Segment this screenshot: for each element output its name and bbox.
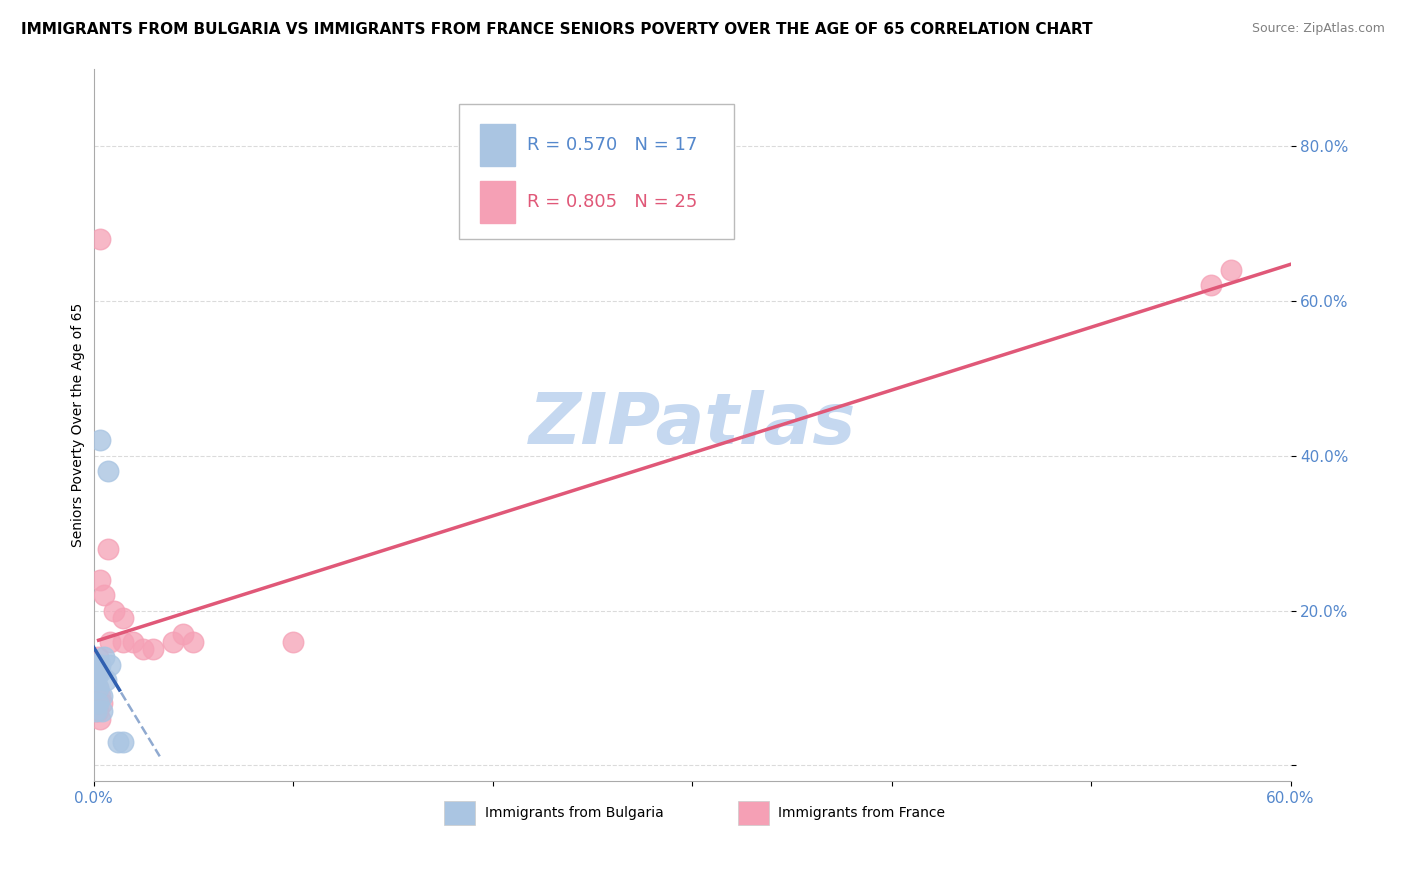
Point xyxy=(84,704,107,718)
Point xyxy=(107,735,129,749)
Text: Immigrants from Bulgaria: Immigrants from Bulgaria xyxy=(485,806,664,820)
Point xyxy=(112,735,135,749)
FancyBboxPatch shape xyxy=(481,181,515,223)
Text: R = 0.805   N = 25: R = 0.805 N = 25 xyxy=(527,193,697,211)
Point xyxy=(183,634,205,648)
Point xyxy=(89,689,111,703)
Y-axis label: Seniors Poverty Over the Age of 65: Seniors Poverty Over the Age of 65 xyxy=(72,302,86,547)
FancyBboxPatch shape xyxy=(458,104,734,239)
Point xyxy=(89,665,111,680)
Point xyxy=(103,603,125,617)
Point xyxy=(86,681,108,695)
Point xyxy=(96,541,118,556)
Point xyxy=(89,433,111,447)
Point xyxy=(90,704,112,718)
Point xyxy=(1219,263,1241,277)
Point xyxy=(98,657,121,672)
Point xyxy=(84,665,107,680)
Point xyxy=(86,681,108,695)
Point xyxy=(90,689,112,703)
Point xyxy=(86,650,108,665)
Point xyxy=(89,573,111,587)
Point xyxy=(94,673,117,688)
FancyBboxPatch shape xyxy=(481,124,515,166)
Text: IMMIGRANTS FROM BULGARIA VS IMMIGRANTS FROM FRANCE SENIORS POVERTY OVER THE AGE : IMMIGRANTS FROM BULGARIA VS IMMIGRANTS F… xyxy=(21,22,1092,37)
Text: Source: ZipAtlas.com: Source: ZipAtlas.com xyxy=(1251,22,1385,36)
Point xyxy=(172,627,194,641)
Point xyxy=(89,657,111,672)
Point xyxy=(142,642,165,657)
Point xyxy=(281,634,304,648)
Point xyxy=(86,665,108,680)
Point xyxy=(132,642,155,657)
Point xyxy=(98,634,121,648)
Point xyxy=(93,650,115,665)
Point xyxy=(1199,278,1222,293)
Point xyxy=(112,634,135,648)
Point xyxy=(86,657,108,672)
Point xyxy=(89,232,111,246)
FancyBboxPatch shape xyxy=(444,801,475,825)
Point xyxy=(86,697,108,711)
Point xyxy=(96,464,118,478)
Point xyxy=(84,673,107,688)
Point xyxy=(89,712,111,726)
Point xyxy=(122,634,145,648)
Point xyxy=(112,611,135,625)
FancyBboxPatch shape xyxy=(738,801,769,825)
Point xyxy=(84,704,107,718)
Text: Immigrants from France: Immigrants from France xyxy=(779,806,945,820)
Point xyxy=(90,697,112,711)
Point xyxy=(86,704,108,718)
Point xyxy=(93,588,115,602)
Point xyxy=(162,634,184,648)
Text: ZIPatlas: ZIPatlas xyxy=(529,390,856,459)
Text: R = 0.570   N = 17: R = 0.570 N = 17 xyxy=(527,136,697,154)
